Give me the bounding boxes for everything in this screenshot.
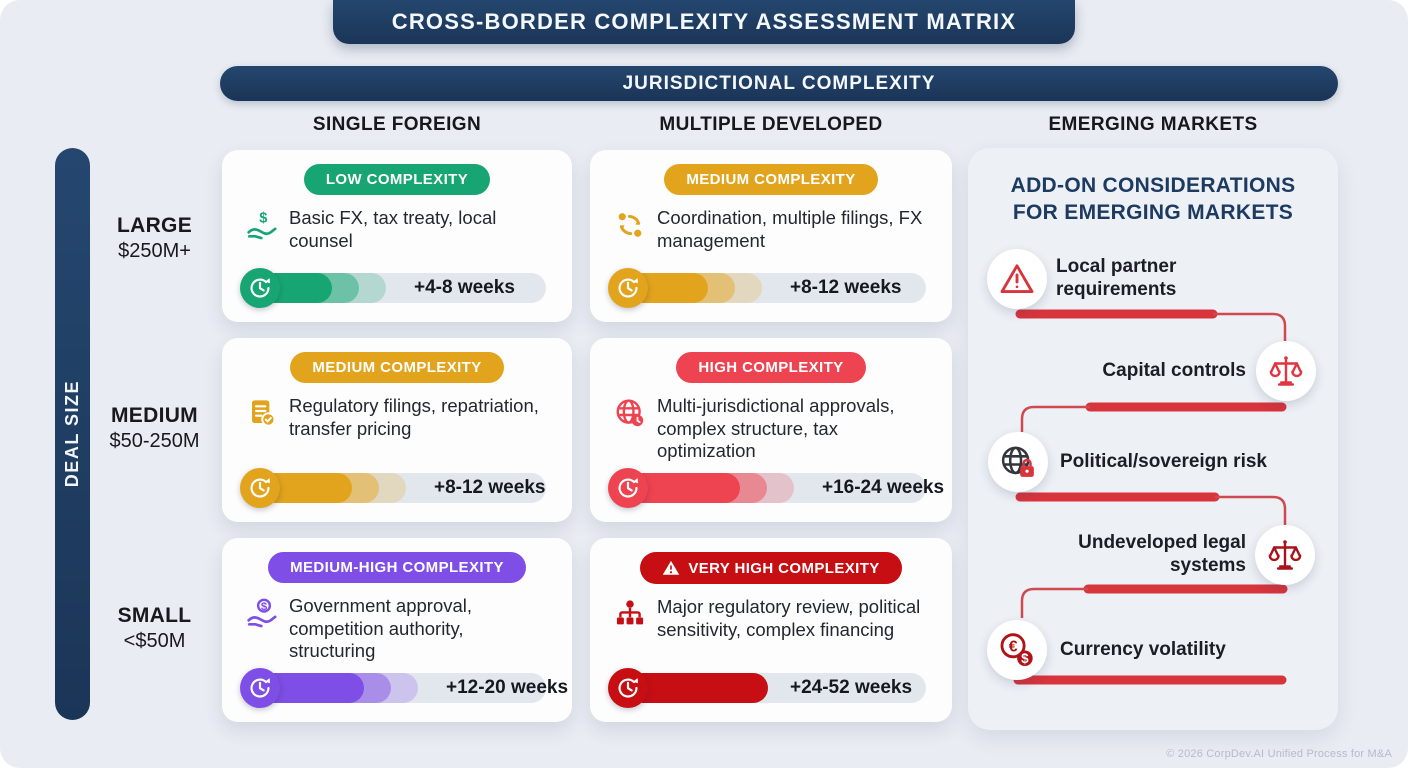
- cell-description: Regulatory filings, repatriation, transf…: [289, 395, 539, 439]
- org-chart-icon: [616, 600, 644, 625]
- timeline-bar: +12-20 weeks: [240, 668, 568, 708]
- timeline-track: +4-8 weeks: [260, 273, 546, 303]
- matrix-cell-large-single-foreign: LOW COMPLEXITY $ Basic FX, tax treaty, l…: [222, 150, 572, 322]
- complexity-badge: MEDIUM COMPLEXITY: [664, 164, 878, 195]
- column-axis-title: JURISDICTIONAL COMPLEXITY: [622, 72, 936, 94]
- svg-text:$: $: [1021, 651, 1029, 666]
- hand-coin-icon: $: [247, 598, 277, 628]
- timeline-label: +8-12 weeks: [434, 477, 546, 498]
- timeline-bar: +4-8 weeks: [240, 268, 548, 308]
- hand-dollar-icon: $: [247, 210, 277, 240]
- addon-item-label: Capital controls: [1102, 360, 1246, 381]
- cell-description: Major regulatory review, political sensi…: [657, 596, 921, 640]
- timeline-label: +8-12 weeks: [790, 277, 902, 298]
- timeline-bar: +8-12 weeks: [608, 268, 928, 308]
- panel-title: ADD-ON CONSIDERATIONS FOR EMERGING MARKE…: [968, 172, 1338, 227]
- timeline-label: +4-8 weeks: [414, 277, 515, 298]
- timeline-bar: +16-24 weeks: [608, 468, 944, 508]
- matrix-cell-small-multiple-developed: VERY HIGH COMPLEXITY Major regulatory re…: [590, 538, 952, 722]
- timeline-track: +8-12 weeks: [260, 473, 546, 503]
- scales-icon: [1255, 525, 1315, 585]
- matrix-cell-medium-multiple-developed: HIGH COMPLEXITY Multi-jurisdictional app…: [590, 338, 952, 522]
- panel-title-line2: FOR EMERGING MARKETS: [1012, 201, 1294, 225]
- row-axis-title: DEAL SIZE: [62, 380, 82, 488]
- svg-text:€: €: [1009, 638, 1018, 655]
- connector-lines: [1013, 309, 1288, 685]
- complexity-badge: MEDIUM-HIGH COMPLEXITY: [268, 552, 526, 583]
- row-range: $50-250M: [109, 430, 200, 452]
- column-header-single-foreign: SINGLE FOREIGN: [312, 114, 482, 135]
- row-label-small: SMALL <$50M: [92, 604, 217, 653]
- column-header-multiple-developed: MULTIPLE DEVELOPED: [659, 114, 883, 135]
- clock-icon: [608, 268, 648, 308]
- row-name: LARGE: [117, 214, 192, 237]
- complexity-badge: HIGH COMPLEXITY: [676, 352, 866, 383]
- addon-considerations-panel: ADD-ON CONSIDERATIONS FOR EMERGING MARKE…: [968, 148, 1338, 730]
- column-header-emerging-markets: EMERGING MARKETS: [1048, 114, 1258, 135]
- row-label-medium: MEDIUM $50-250M: [92, 404, 217, 453]
- scales-icon: [1256, 341, 1316, 401]
- complexity-badge: VERY HIGH COMPLEXITY: [640, 552, 902, 584]
- addon-item-label: Currency volatility: [1060, 639, 1226, 660]
- row-range: <$50M: [123, 630, 186, 652]
- complexity-badge: LOW COMPLEXITY: [303, 164, 491, 195]
- timeline-bar: +24-52 weeks: [608, 668, 928, 708]
- complexity-badge: MEDIUM COMPLEXITY: [290, 352, 504, 383]
- timeline-track: +16-24 weeks: [628, 473, 944, 503]
- row-range: $250M+: [118, 240, 191, 262]
- timeline-label: +24-52 weeks: [790, 677, 913, 698]
- cell-description: Government approval, competition authori…: [289, 595, 473, 662]
- timeline-track: +12-20 weeks: [260, 673, 568, 703]
- column-axis-header: JURISDICTIONAL COMPLEXITY: [220, 66, 1338, 101]
- timeline-track: +24-52 weeks: [628, 673, 926, 703]
- page-title: CROSS-BORDER COMPLEXITY ASSESSMENT MATRI…: [391, 9, 1017, 34]
- row-axis-bar: DEAL SIZE: [55, 148, 90, 720]
- row-label-large: LARGE $250M+: [92, 214, 217, 263]
- euro-dollar-coins-icon: € $: [987, 620, 1047, 680]
- clock-icon: [240, 668, 280, 708]
- clock-icon: [608, 668, 648, 708]
- addon-item-label: Local partner requirements: [1056, 256, 1177, 300]
- matrix-cell-small-single-foreign: MEDIUM-HIGH COMPLEXITY $ Government appr…: [222, 538, 572, 722]
- addon-item-label: Political/sovereign risk: [1060, 451, 1267, 472]
- row-name: SMALL: [117, 604, 192, 627]
- clock-icon: [240, 468, 280, 508]
- addon-item-label: Undeveloped legal systems: [1078, 532, 1246, 576]
- svg-text:$: $: [261, 601, 268, 613]
- svg-text:$: $: [259, 210, 267, 226]
- complexity-badge-label: VERY HIGH COMPLEXITY: [688, 559, 880, 577]
- document-check-icon: [252, 400, 276, 427]
- cell-description: Basic FX, tax treaty, local counsel: [289, 207, 497, 251]
- clock-icon: [240, 268, 280, 308]
- panel-title-line1: ADD-ON CONSIDERATIONS: [1010, 174, 1296, 197]
- warning-triangle-icon: [987, 249, 1047, 309]
- timeline-label: +16-24 weeks: [822, 477, 945, 498]
- copyright-footer: © 2026 CorpDev.AI Unified Process for M&…: [1166, 748, 1392, 760]
- row-name: MEDIUM: [111, 404, 198, 427]
- timeline-label: +12-20 weeks: [446, 677, 569, 698]
- globe-clock-icon: [616, 399, 644, 427]
- sync-icon: [618, 213, 642, 237]
- globe-lock-icon: [988, 432, 1048, 492]
- clock-icon: [608, 468, 648, 508]
- timeline-bar: +8-12 weeks: [240, 468, 548, 508]
- matrix-cell-medium-single-foreign: MEDIUM COMPLEXITY Regulatory filings, re…: [222, 338, 572, 522]
- cell-description: Multi-jurisdictional approvals, complex …: [657, 395, 895, 462]
- timeline-track: +8-12 weeks: [628, 273, 926, 303]
- warning-triangle-icon: [663, 560, 680, 575]
- cell-description: Coordination, multiple filings, FX manag…: [657, 207, 923, 251]
- title-banner: CROSS-BORDER COMPLEXITY ASSESSMENT MATRI…: [333, 0, 1075, 44]
- matrix-cell-large-multiple-developed: MEDIUM COMPLEXITY Coordination, multiple…: [590, 150, 952, 322]
